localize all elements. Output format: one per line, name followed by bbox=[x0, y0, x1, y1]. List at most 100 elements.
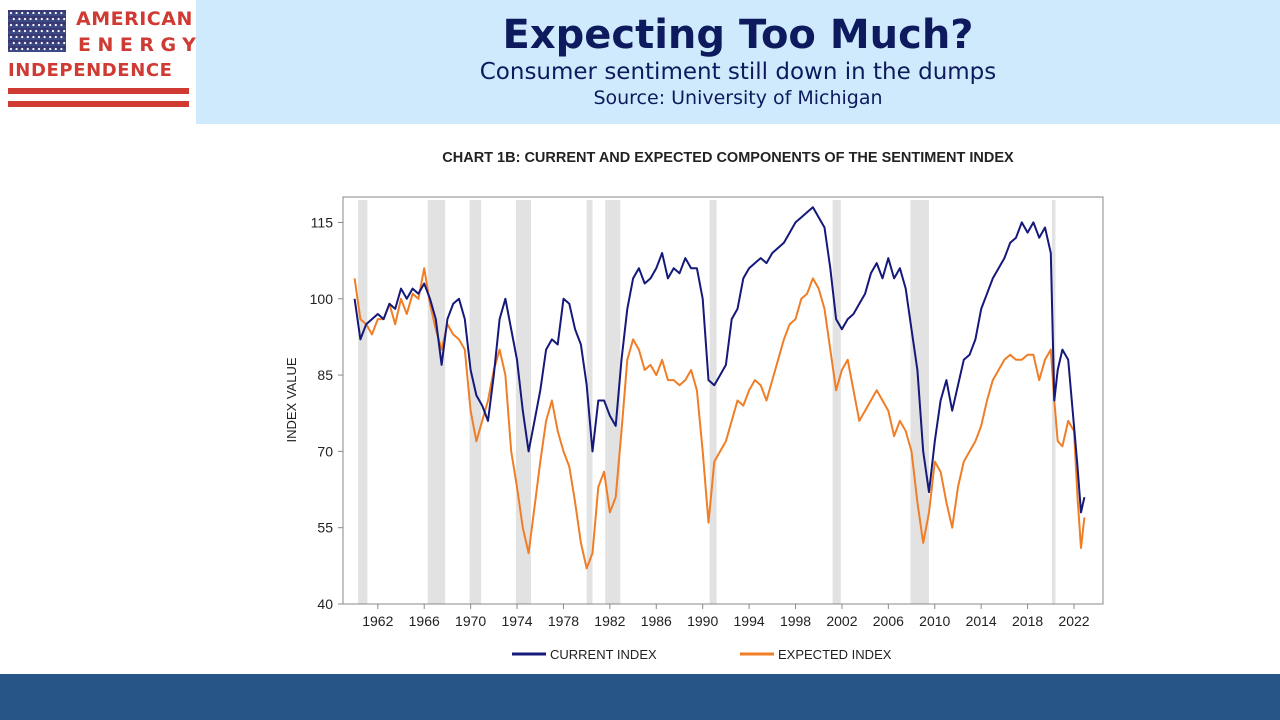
x-axis-ticks: 1962 1966 1970 1974 1978 1982 1986 1990 1994 1998… bbox=[362, 604, 1090, 629]
flag-star bbox=[63, 41, 66, 45]
flag-star bbox=[40, 41, 43, 45]
x-tick-label: 2014 bbox=[966, 613, 997, 629]
flag-star bbox=[12, 17, 15, 21]
slide-title: Expecting Too Much? bbox=[502, 12, 974, 58]
flag-star bbox=[46, 29, 49, 33]
flag-star bbox=[26, 11, 29, 15]
recession-band bbox=[832, 200, 841, 604]
slide-source: Source: University of Michigan bbox=[593, 87, 883, 109]
flag-star bbox=[15, 47, 18, 51]
y-tick-label: 100 bbox=[310, 291, 334, 307]
flag-star bbox=[37, 47, 41, 51]
flag-star bbox=[26, 35, 29, 39]
x-tick-label: 2002 bbox=[826, 613, 857, 629]
flag-star bbox=[49, 23, 52, 27]
logo-word-energy: ENERGY bbox=[78, 34, 203, 56]
x-tick-label: 2006 bbox=[873, 613, 904, 629]
y-tick-label: 115 bbox=[311, 214, 334, 230]
flag-star bbox=[43, 47, 46, 51]
american-flag-icon bbox=[8, 10, 66, 52]
logo-word-independence: INDEPENDENCE bbox=[8, 60, 173, 81]
flag-star bbox=[51, 17, 55, 21]
x-tick-label: 2022 bbox=[1058, 613, 1089, 629]
flag-star bbox=[49, 11, 52, 15]
recession-band bbox=[515, 200, 531, 604]
flag-star bbox=[15, 35, 18, 39]
flag-star bbox=[29, 17, 32, 21]
flag-star bbox=[9, 35, 13, 39]
flag-star bbox=[21, 11, 24, 15]
flag-star bbox=[60, 11, 63, 15]
flag-star bbox=[21, 47, 24, 51]
flag-star bbox=[37, 11, 41, 15]
recession-band bbox=[358, 200, 368, 604]
flag-star bbox=[21, 23, 24, 27]
flag-star bbox=[60, 23, 63, 27]
x-tick-label: 1990 bbox=[687, 613, 718, 629]
flag-star bbox=[23, 17, 27, 21]
flag-star bbox=[29, 41, 32, 45]
flag-star bbox=[40, 17, 43, 21]
flag-star bbox=[15, 23, 18, 27]
recession-band bbox=[469, 200, 482, 604]
y-axis-ticks: 40 55 70 85 100 115 bbox=[310, 214, 343, 612]
flag-star bbox=[23, 29, 27, 33]
logo-word-american: AMERICAN bbox=[76, 8, 193, 30]
flag-star bbox=[43, 23, 46, 27]
legend-label: CURRENT INDEX bbox=[550, 647, 657, 662]
flag-star bbox=[49, 47, 52, 51]
flag-star bbox=[46, 41, 49, 45]
flag-star bbox=[18, 17, 21, 21]
flag-star bbox=[26, 23, 29, 27]
flag-star bbox=[12, 41, 15, 45]
flag-star bbox=[29, 29, 32, 33]
flag-star bbox=[9, 23, 13, 27]
flag-star bbox=[35, 41, 38, 45]
flag-star bbox=[18, 29, 21, 33]
flag-star bbox=[37, 23, 41, 27]
y-tick-label: 40 bbox=[317, 596, 333, 612]
series-lines bbox=[353, 206, 1086, 570]
x-tick-label: 1986 bbox=[641, 613, 672, 629]
chart-title: CHART 1B: CURRENT AND EXPECTED COMPONENT… bbox=[442, 150, 1014, 166]
flag-star bbox=[15, 11, 18, 15]
flag-star bbox=[23, 41, 27, 45]
flag-star bbox=[43, 35, 46, 39]
flag-star bbox=[21, 35, 24, 39]
legend-label: EXPECTED INDEX bbox=[778, 647, 892, 662]
x-tick-label: 2018 bbox=[1012, 613, 1043, 629]
flag-star bbox=[51, 29, 55, 33]
flag-star bbox=[32, 35, 35, 39]
flag-star bbox=[57, 17, 60, 21]
current-index-line bbox=[353, 206, 1086, 514]
logo: AMERICAN ENERGY INDEPENDENCE bbox=[0, 0, 196, 124]
x-tick-label: 1966 bbox=[409, 613, 440, 629]
flag-star bbox=[12, 29, 15, 33]
x-tick-label: 1970 bbox=[455, 613, 486, 629]
recession-band bbox=[586, 200, 593, 604]
slide-header: Expecting Too Much? Consumer sentiment s… bbox=[196, 0, 1280, 124]
x-tick-label: 1998 bbox=[780, 613, 811, 629]
flag-star bbox=[35, 29, 38, 33]
logo-stripe bbox=[8, 101, 189, 107]
flag-star bbox=[32, 23, 35, 27]
flag-star bbox=[43, 11, 46, 15]
expected-index-line bbox=[353, 267, 1086, 570]
flag-star bbox=[46, 17, 49, 21]
legend: CURRENT INDEX EXPECTED INDEX bbox=[512, 647, 892, 662]
x-tick-label: 1962 bbox=[362, 613, 393, 629]
x-tick-label: 2010 bbox=[919, 613, 950, 629]
footer-bar bbox=[0, 674, 1280, 720]
recession-band bbox=[427, 200, 446, 604]
slide-subtitle: Consumer sentiment still down in the dum… bbox=[479, 59, 997, 85]
flag-star bbox=[40, 29, 43, 33]
x-tick-label: 1974 bbox=[501, 613, 532, 629]
sentiment-chart: CHART 1B: CURRENT AND EXPECTED COMPONENT… bbox=[284, 150, 1104, 662]
flag-star bbox=[54, 23, 57, 27]
flag-star bbox=[35, 17, 38, 21]
flag-star bbox=[60, 35, 63, 39]
flag-star bbox=[32, 11, 35, 15]
flag-star bbox=[32, 47, 35, 51]
flag-star bbox=[9, 47, 13, 51]
flag-star bbox=[63, 17, 66, 21]
